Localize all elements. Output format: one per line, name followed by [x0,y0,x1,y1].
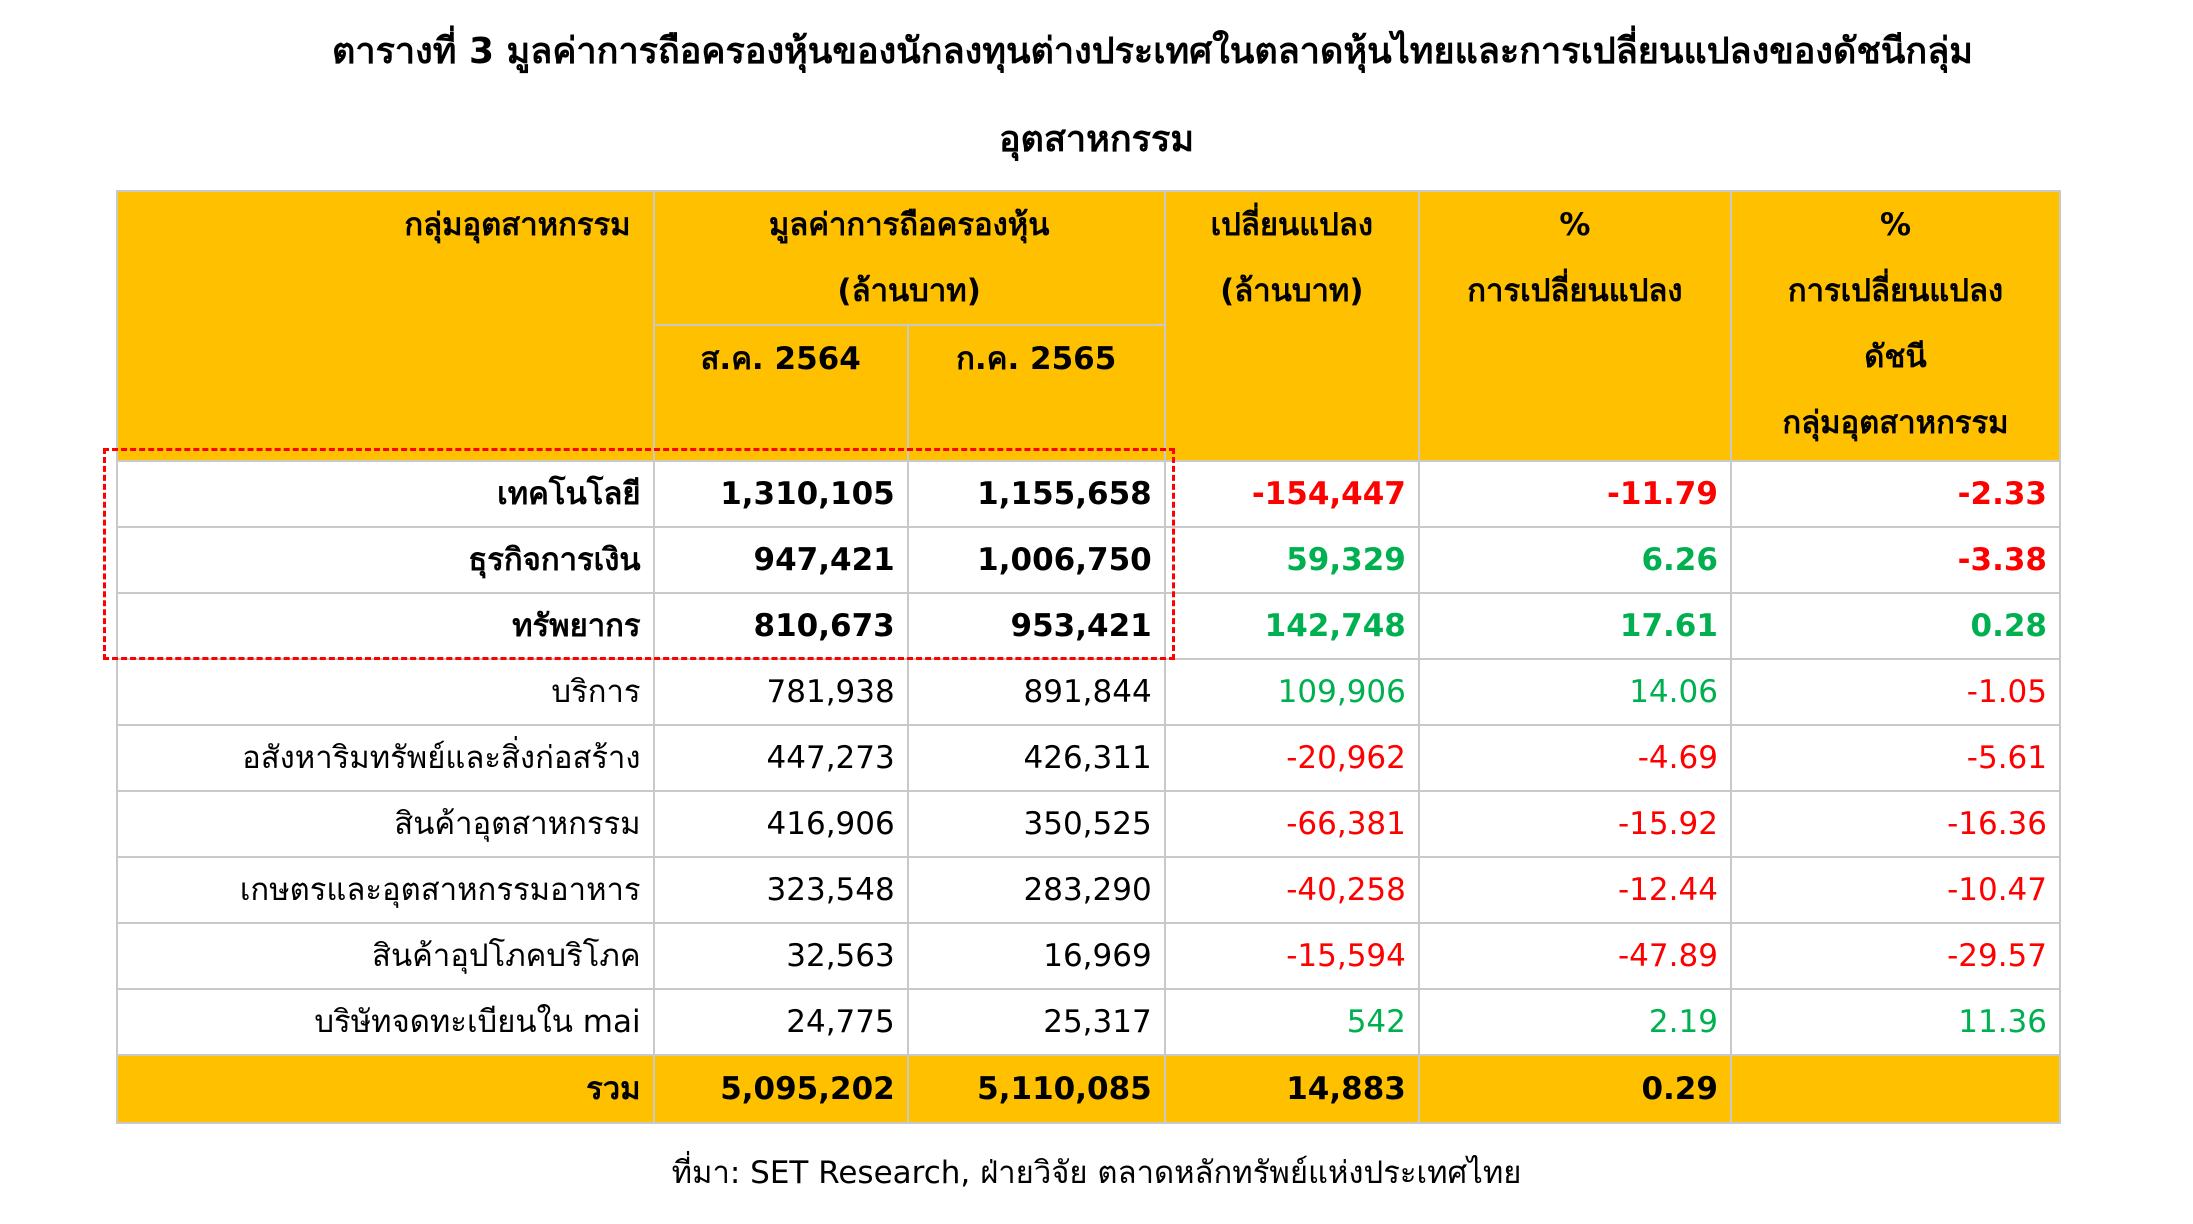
row-name: ธุรกิจการเงิน [116,526,655,594]
header-pct-change: % การเปลี่ยนแปลง [1417,190,1732,462]
row-jul-value: 350,525 [906,790,1166,858]
header-holding-line1: มูลค่าการถือครองหุ้น [768,207,1050,243]
row-jul-value: 891,844 [906,658,1166,726]
row-jul-value: 283,290 [906,856,1166,924]
row-aug-value: 32,563 [652,922,909,990]
table-row: สินค้าอุตสาหกรรม 416,906 350,525 -66,381… [116,790,2062,858]
total-jul-value: 5,110,085 [906,1054,1166,1124]
header-change-line2: (ล้านบาท) [1220,273,1364,309]
row-pct-change: 6.26 [1417,526,1732,594]
header-change: เปลี่ยนแปลง (ล้านบาท) [1163,190,1420,462]
row-name: ทรัพยากร [116,592,655,660]
row-index-change: 0.28 [1729,592,2062,660]
row-aug-value: 781,938 [652,658,909,726]
row-change: -66,381 [1163,790,1420,858]
row-name: เกษตรและอุตสาหกรรมอาหาร [116,856,655,924]
table-row: บริการ 781,938 891,844 109,906 14.06 -1.… [116,658,2062,726]
row-name: เทคโนโลยี [116,460,655,528]
row-index-change: -29.57 [1729,922,2062,990]
row-change: -154,447 [1163,460,1420,528]
total-aug-value: 5,095,202 [652,1054,909,1124]
table-title-line1: ตารางที่ 3 มูลค่าการถือครองหุ้นของนักลงท… [331,31,1974,72]
table-title-line2: อุตสาหกรรม [998,119,1195,160]
row-index-change: -3.38 [1729,526,2062,594]
header-jul-2565: ก.ค. 2565 [906,324,1166,462]
header-index-change: % การเปลี่ยนแปลง ดัชนี กลุ่มอุตสาหกรรม [1729,190,2062,462]
row-pct-change: -15.92 [1417,790,1732,858]
row-change: -20,962 [1163,724,1420,792]
row-index-change: -2.33 [1729,460,2062,528]
header-group: กลุ่มอุตสาหกรรม [116,190,655,462]
row-index-change: -10.47 [1729,856,2062,924]
row-name: อสังหาริมทรัพย์และสิ่งก่อสร้าง [116,724,655,792]
row-jul-value: 426,311 [906,724,1166,792]
header-group-label: กลุ่มอุตสาหกรรม [404,207,631,243]
table-row: สินค้าอุปโภคบริโภค 32,563 16,969 -15,594… [116,922,2062,990]
source-note: ที่มา: SET Research, ฝ่ายวิจัย ตลาดหลักท… [671,1155,1522,1191]
total-label: รวม [116,1054,655,1124]
header-change-line1: เปลี่ยนแปลง [1210,207,1373,243]
total-change: 14,883 [1163,1054,1420,1124]
row-aug-value: 416,906 [652,790,909,858]
table-row: ธุรกิจการเงิน 947,421 1,006,750 59,329 6… [116,526,2062,594]
row-name: บริการ [116,658,655,726]
row-change: 142,748 [1163,592,1420,660]
row-pct-change: -47.89 [1417,922,1732,990]
total-pct-change: 0.29 [1417,1054,1732,1124]
row-change: 542 [1163,988,1420,1056]
row-jul-value: 16,969 [906,922,1166,990]
row-pct-change: 14.06 [1417,658,1732,726]
header-pct-change-line2: การเปลี่ยนแปลง [1467,273,1683,309]
row-jul-value: 1,006,750 [906,526,1166,594]
row-index-change: 11.36 [1729,988,2062,1056]
header-pct-change-line1: % [1559,207,1591,243]
row-aug-value: 24,775 [652,988,909,1056]
row-change: 109,906 [1163,658,1420,726]
row-pct-change: 17.61 [1417,592,1732,660]
table-row: เกษตรและอุตสาหกรรมอาหาร 323,548 283,290 … [116,856,2062,924]
header-holding-line2: (ล้านบาท) [837,273,981,309]
row-name: สินค้าอุปโภคบริโภค [116,922,655,990]
foreign-holdings-table: กลุ่มอุตสาหกรรม มูลค่าการถือครองหุ้น (ล้… [116,190,2062,1124]
row-pct-change: -12.44 [1417,856,1732,924]
total-row: รวม 5,095,202 5,110,085 14,883 0.29 [116,1054,2062,1124]
header-aug-2564-label: ส.ค. 2564 [700,341,861,377]
table-row: เทคโนโลยี 1,310,105 1,155,658 -154,447 -… [116,460,2062,528]
row-name: สินค้าอุตสาหกรรม [116,790,655,858]
header-jul-2565-label: ก.ค. 2565 [956,341,1117,377]
row-change: -40,258 [1163,856,1420,924]
row-pct-change: -4.69 [1417,724,1732,792]
row-pct-change: -11.79 [1417,460,1732,528]
total-index-change [1729,1054,2062,1124]
row-pct-change: 2.19 [1417,988,1732,1056]
header-index-change-line1: % [1879,207,1911,243]
row-jul-value: 953,421 [906,592,1166,660]
row-name: บริษัทจดทะเบียนใน mai [116,988,655,1056]
row-change: 59,329 [1163,526,1420,594]
row-jul-value: 1,155,658 [906,460,1166,528]
header-aug-2564: ส.ค. 2564 [652,324,909,462]
table-row: บริษัทจดทะเบียนใน mai 24,775 25,317 542 … [116,988,2062,1056]
header-index-change-line3: ดัชนี [1864,339,1927,375]
row-aug-value: 447,273 [652,724,909,792]
row-change: -15,594 [1163,922,1420,990]
row-aug-value: 323,548 [652,856,909,924]
header-index-change-line4: กลุ่มอุตสาหกรรม [1782,405,2009,441]
header-holding: มูลค่าการถือครองหุ้น (ล้านบาท) [652,190,1166,326]
row-aug-value: 1,310,105 [652,460,909,528]
row-aug-value: 810,673 [652,592,909,660]
header-index-change-line2: การเปลี่ยนแปลง [1787,273,2004,309]
row-index-change: -16.36 [1729,790,2062,858]
row-aug-value: 947,421 [652,526,909,594]
row-jul-value: 25,317 [906,988,1166,1056]
row-index-change: -1.05 [1729,658,2062,726]
table-row: ทรัพยากร 810,673 953,421 142,748 17.61 0… [116,592,2062,660]
row-index-change: -5.61 [1729,724,2062,792]
table-row: อสังหาริมทรัพย์และสิ่งก่อสร้าง 447,273 4… [116,724,2062,792]
